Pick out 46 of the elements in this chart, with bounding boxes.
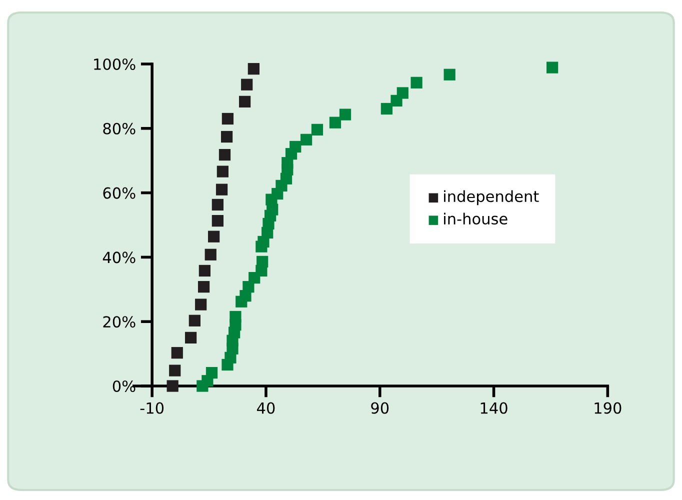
point — [212, 215, 224, 227]
y-tick-label: 60% — [103, 187, 136, 199]
point — [204, 248, 216, 260]
point — [300, 134, 312, 146]
x-tick-label: -10 — [140, 402, 164, 414]
point — [169, 364, 181, 376]
y-tick-label: 20% — [103, 316, 136, 328]
point — [444, 68, 456, 80]
point — [188, 314, 200, 326]
x-tick-label: 40 — [257, 402, 275, 414]
point — [198, 281, 210, 293]
point — [171, 347, 183, 359]
point — [198, 264, 211, 277]
point — [311, 124, 324, 136]
point — [546, 62, 558, 74]
point — [241, 78, 253, 90]
point — [396, 87, 408, 99]
point — [230, 310, 242, 323]
point — [195, 298, 207, 310]
point — [208, 230, 220, 242]
x-tick-label: 190 — [594, 402, 622, 414]
point — [218, 148, 231, 161]
x-tick-label: 90 — [371, 402, 389, 414]
point — [410, 76, 422, 88]
y-tick-label: 80% — [103, 122, 136, 134]
point — [222, 112, 234, 125]
legend-label: in-house — [444, 212, 508, 225]
y-tick-label: 100% — [94, 58, 136, 70]
point — [185, 332, 197, 344]
point — [248, 63, 260, 75]
x-tick-label: 140 — [480, 402, 508, 414]
point — [339, 108, 352, 120]
y-tick-label: 0% — [112, 380, 136, 392]
point — [238, 96, 251, 108]
y-tick-label: 40% — [102, 252, 136, 264]
legend-label: independent — [444, 190, 539, 206]
point — [166, 380, 178, 392]
point — [329, 116, 342, 128]
point — [212, 198, 224, 211]
point — [290, 140, 302, 153]
point — [220, 130, 233, 143]
point — [256, 256, 268, 268]
point — [216, 166, 229, 178]
point — [380, 102, 393, 115]
point — [206, 366, 218, 379]
point — [216, 184, 228, 196]
